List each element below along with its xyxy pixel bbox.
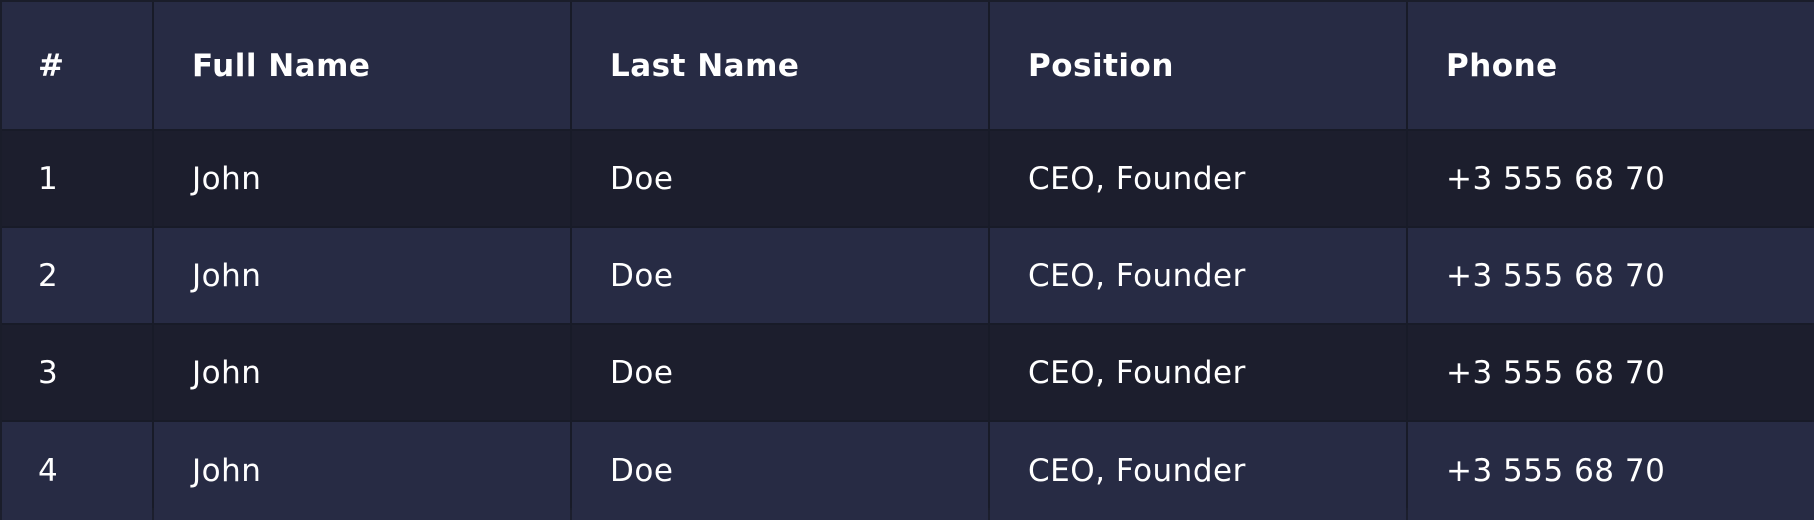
last-name-cell: Doe [572, 325, 988, 420]
phone-cell: +3 555 68 70 [1408, 228, 1814, 323]
header-position[interactable]: Position [990, 2, 1406, 129]
header-last-name[interactable]: Last Name [572, 2, 988, 129]
row-number-cell: 3 [2, 325, 152, 420]
row-number-cell: 2 [2, 228, 152, 323]
last-name-cell: Doe [572, 422, 988, 520]
row-number-cell: 1 [2, 131, 152, 226]
phone-cell: +3 555 68 70 [1408, 131, 1814, 226]
full-name-cell: John [154, 228, 570, 323]
full-name-cell: John [154, 131, 570, 226]
header-number[interactable]: # [2, 2, 152, 129]
phone-cell: +3 555 68 70 [1408, 422, 1814, 520]
position-cell: CEO, Founder [990, 422, 1406, 520]
position-cell: CEO, Founder [990, 131, 1406, 226]
row-number-cell: 4 [2, 422, 152, 520]
full-name-cell: John [154, 325, 570, 420]
header-phone[interactable]: Phone [1408, 2, 1814, 129]
position-cell: CEO, Founder [990, 228, 1406, 323]
header-full-name[interactable]: Full Name [154, 2, 570, 129]
full-name-cell: John [154, 422, 570, 520]
last-name-cell: Doe [572, 228, 988, 323]
last-name-cell: Doe [572, 131, 988, 226]
phone-cell: +3 555 68 70 [1408, 325, 1814, 420]
position-cell: CEO, Founder [990, 325, 1406, 420]
